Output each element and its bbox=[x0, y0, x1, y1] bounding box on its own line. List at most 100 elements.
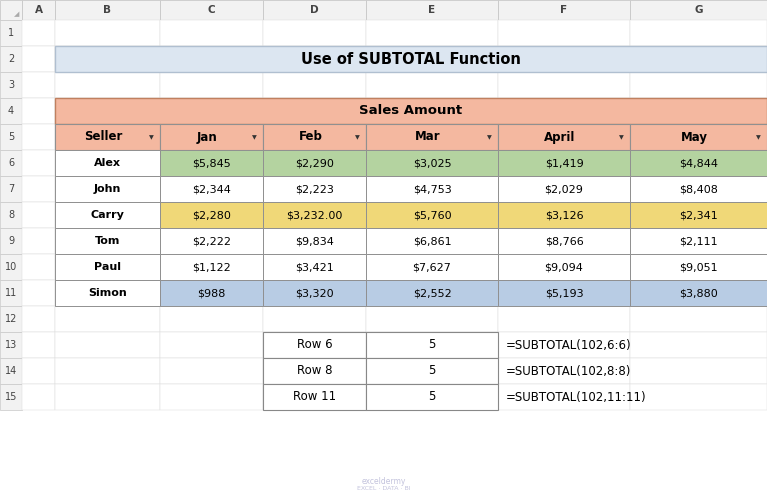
FancyBboxPatch shape bbox=[55, 98, 767, 124]
FancyBboxPatch shape bbox=[366, 72, 498, 98]
Text: $3,025: $3,025 bbox=[413, 158, 451, 168]
Text: ▼: ▼ bbox=[755, 135, 760, 140]
Text: 14: 14 bbox=[5, 366, 17, 376]
Text: G: G bbox=[694, 5, 703, 15]
FancyBboxPatch shape bbox=[22, 332, 55, 358]
FancyBboxPatch shape bbox=[263, 72, 366, 98]
FancyBboxPatch shape bbox=[55, 358, 160, 384]
FancyBboxPatch shape bbox=[498, 72, 630, 98]
FancyBboxPatch shape bbox=[160, 228, 263, 254]
FancyBboxPatch shape bbox=[366, 202, 498, 228]
FancyBboxPatch shape bbox=[630, 202, 767, 228]
FancyBboxPatch shape bbox=[263, 228, 366, 254]
FancyBboxPatch shape bbox=[630, 384, 767, 410]
Text: $1,122: $1,122 bbox=[192, 262, 231, 272]
FancyBboxPatch shape bbox=[498, 202, 630, 228]
FancyBboxPatch shape bbox=[55, 254, 160, 280]
FancyBboxPatch shape bbox=[630, 150, 767, 176]
Text: ◢: ◢ bbox=[15, 11, 20, 17]
FancyBboxPatch shape bbox=[263, 202, 366, 228]
FancyBboxPatch shape bbox=[55, 384, 160, 410]
FancyBboxPatch shape bbox=[498, 358, 630, 384]
Text: $2,111: $2,111 bbox=[680, 236, 718, 246]
Text: 5: 5 bbox=[428, 390, 436, 404]
FancyBboxPatch shape bbox=[630, 72, 767, 98]
FancyBboxPatch shape bbox=[366, 0, 498, 20]
FancyBboxPatch shape bbox=[263, 98, 366, 124]
Text: 12: 12 bbox=[5, 314, 17, 324]
Text: $3,320: $3,320 bbox=[295, 288, 334, 298]
Text: Simon: Simon bbox=[88, 288, 127, 298]
FancyBboxPatch shape bbox=[0, 280, 22, 306]
Text: $6,861: $6,861 bbox=[413, 236, 451, 246]
FancyBboxPatch shape bbox=[160, 0, 263, 20]
FancyBboxPatch shape bbox=[55, 46, 767, 72]
Text: ▼: ▼ bbox=[354, 135, 360, 140]
FancyBboxPatch shape bbox=[55, 228, 160, 254]
FancyBboxPatch shape bbox=[366, 358, 498, 384]
Text: Seller: Seller bbox=[84, 130, 123, 143]
FancyBboxPatch shape bbox=[630, 228, 767, 254]
FancyBboxPatch shape bbox=[160, 254, 263, 280]
FancyBboxPatch shape bbox=[366, 306, 498, 332]
FancyBboxPatch shape bbox=[630, 280, 767, 306]
FancyBboxPatch shape bbox=[160, 124, 263, 150]
FancyBboxPatch shape bbox=[22, 72, 55, 98]
FancyBboxPatch shape bbox=[630, 228, 767, 254]
FancyBboxPatch shape bbox=[630, 20, 767, 46]
Text: $4,753: $4,753 bbox=[413, 184, 451, 194]
FancyBboxPatch shape bbox=[160, 72, 263, 98]
FancyBboxPatch shape bbox=[263, 124, 366, 150]
Text: $3,232.00: $3,232.00 bbox=[286, 210, 343, 220]
Text: $2,029: $2,029 bbox=[545, 184, 584, 194]
FancyBboxPatch shape bbox=[630, 254, 767, 280]
Text: 5: 5 bbox=[8, 132, 14, 142]
FancyBboxPatch shape bbox=[55, 98, 160, 124]
FancyBboxPatch shape bbox=[498, 306, 630, 332]
Text: =SUBTOTAL(102,11:11): =SUBTOTAL(102,11:11) bbox=[506, 390, 647, 404]
FancyBboxPatch shape bbox=[498, 332, 630, 358]
FancyBboxPatch shape bbox=[630, 124, 767, 150]
FancyBboxPatch shape bbox=[160, 98, 263, 124]
FancyBboxPatch shape bbox=[263, 384, 366, 410]
FancyBboxPatch shape bbox=[55, 306, 160, 332]
Text: $4,844: $4,844 bbox=[679, 158, 718, 168]
FancyBboxPatch shape bbox=[366, 202, 498, 228]
FancyBboxPatch shape bbox=[630, 46, 767, 72]
FancyBboxPatch shape bbox=[0, 46, 22, 72]
FancyBboxPatch shape bbox=[263, 280, 366, 306]
FancyBboxPatch shape bbox=[366, 176, 498, 202]
FancyBboxPatch shape bbox=[22, 228, 55, 254]
Text: Row 6: Row 6 bbox=[297, 338, 332, 352]
FancyBboxPatch shape bbox=[0, 98, 22, 124]
FancyBboxPatch shape bbox=[263, 124, 366, 150]
FancyBboxPatch shape bbox=[263, 254, 366, 280]
Text: 2: 2 bbox=[8, 54, 14, 64]
FancyBboxPatch shape bbox=[263, 176, 366, 202]
Text: $8,766: $8,766 bbox=[545, 236, 584, 246]
FancyBboxPatch shape bbox=[263, 20, 366, 46]
FancyBboxPatch shape bbox=[630, 332, 767, 358]
FancyBboxPatch shape bbox=[22, 384, 55, 410]
FancyBboxPatch shape bbox=[55, 254, 160, 280]
FancyBboxPatch shape bbox=[55, 0, 160, 20]
FancyBboxPatch shape bbox=[366, 332, 498, 358]
FancyBboxPatch shape bbox=[0, 202, 22, 228]
Text: 4: 4 bbox=[8, 106, 14, 116]
Text: ▼: ▼ bbox=[619, 135, 624, 140]
FancyBboxPatch shape bbox=[366, 124, 498, 150]
FancyBboxPatch shape bbox=[366, 384, 498, 410]
FancyBboxPatch shape bbox=[263, 228, 366, 254]
FancyBboxPatch shape bbox=[160, 46, 263, 72]
FancyBboxPatch shape bbox=[160, 176, 263, 202]
FancyBboxPatch shape bbox=[55, 202, 160, 228]
FancyBboxPatch shape bbox=[55, 280, 160, 306]
FancyBboxPatch shape bbox=[263, 280, 366, 306]
Text: $8,408: $8,408 bbox=[679, 184, 718, 194]
Text: 6: 6 bbox=[8, 158, 14, 168]
FancyBboxPatch shape bbox=[366, 176, 498, 202]
FancyBboxPatch shape bbox=[498, 202, 630, 228]
FancyBboxPatch shape bbox=[263, 176, 366, 202]
FancyBboxPatch shape bbox=[263, 332, 366, 358]
FancyBboxPatch shape bbox=[55, 72, 160, 98]
